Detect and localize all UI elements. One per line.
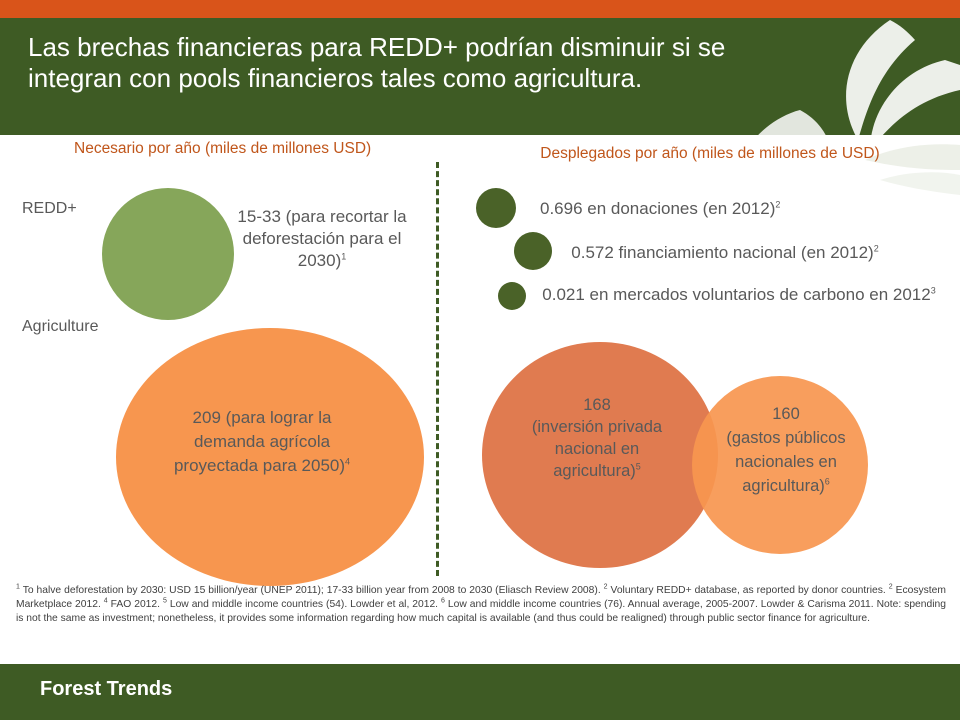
public-spending-value: 160 (gastos públicos nacionales en agric… xyxy=(726,405,846,495)
national-finance-circle xyxy=(514,232,552,270)
top-accent-bar xyxy=(0,0,960,18)
redd-label: REDD+ xyxy=(22,200,77,217)
carbon-market-circle xyxy=(498,282,526,310)
carbon-market-value: 0.021 en mercados voluntarios de carbono… xyxy=(542,285,936,304)
private-investment-circle xyxy=(482,342,718,568)
dashed-divider xyxy=(436,162,439,576)
redd-value: 15-33 (para recortar la deforestación pa… xyxy=(237,207,407,270)
redd-circle xyxy=(102,188,234,320)
donations-circle xyxy=(476,188,516,228)
public-spending-circle xyxy=(692,376,868,554)
national-finance-value: 0.572 financiamiento nacional (en 2012)2 xyxy=(571,243,879,262)
needed-heading: Necesario por año (miles de millones USD… xyxy=(74,140,372,157)
agriculture-circle xyxy=(116,328,424,586)
agriculture-label: Agriculture xyxy=(22,318,99,335)
title-banner: Las brechas financieras para REDD+ podrí… xyxy=(0,18,960,135)
footnotes: 1 To halve deforestation by 2030: USD 15… xyxy=(16,583,946,624)
donations-value: 0.696 en donaciones (en 2012)2 xyxy=(540,199,781,218)
private-investment-value: 168 (inversión privada nacional en agric… xyxy=(531,396,663,480)
agriculture-value: 209 (para lograr la demanda agrícola pro… xyxy=(173,408,351,475)
deployed-heading: Desplegados por año (miles de millones d… xyxy=(540,145,880,162)
brand-name: Forest Trends xyxy=(40,678,173,700)
leaf-logo-icon xyxy=(750,20,960,195)
page-title: Las brechas financieras para REDD+ podrí… xyxy=(28,32,726,93)
footer-bar: Forest Trends xyxy=(0,664,960,720)
